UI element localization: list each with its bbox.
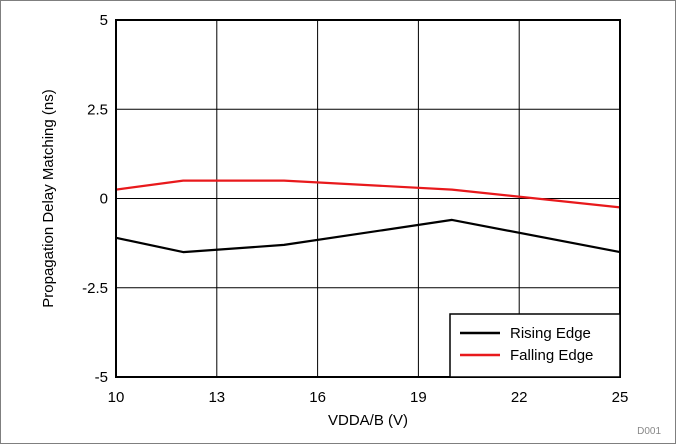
- series-line-falling-edge: [115, 179, 621, 209]
- plot-area: [115, 19, 621, 378]
- legend-box: [449, 313, 621, 378]
- x-tick-label: 19: [410, 389, 427, 406]
- y-axis-label: Propagation Delay Matching (ns): [40, 89, 57, 307]
- x-axis-label: VDDA/B (V): [328, 412, 408, 429]
- x-tick-labels: 10 13 16 19 22 25: [108, 389, 629, 406]
- x-tick-label: 13: [208, 389, 225, 406]
- x-tick-label: 16: [309, 389, 326, 406]
- figure-id: D001: [637, 426, 661, 437]
- y-tick-labels: -5 -2.5 0 2.5 5: [82, 12, 108, 386]
- y-tick-label: 0: [100, 191, 108, 208]
- legend-label: Falling Edge: [510, 347, 593, 364]
- x-tick-label: 25: [612, 389, 629, 406]
- legend-label: Rising Edge: [510, 325, 591, 342]
- legend: Rising Edge Falling Edge: [449, 313, 621, 378]
- y-tick-label: 2.5: [87, 101, 108, 118]
- series-line-rising-edge: [115, 218, 621, 254]
- y-tick-label: -2.5: [82, 280, 108, 297]
- y-tick-label: -5: [95, 369, 108, 386]
- y-tick-label: 5: [100, 12, 108, 29]
- x-tick-label: 22: [511, 389, 528, 406]
- x-tick-label: 10: [108, 389, 125, 406]
- series-lines: [115, 179, 621, 254]
